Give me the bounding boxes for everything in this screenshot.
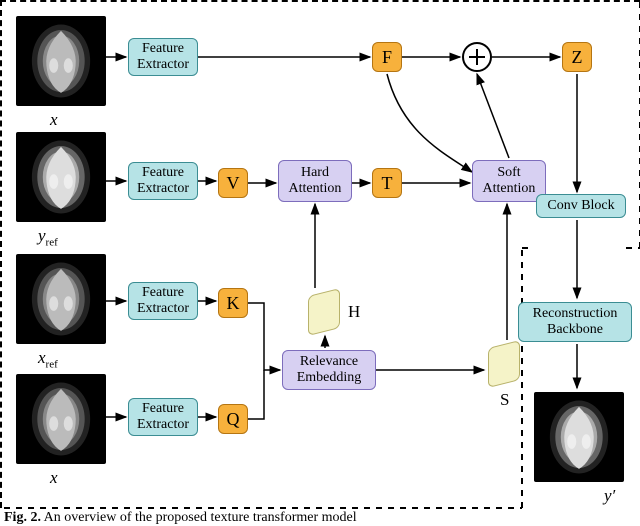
diagram-canvas: x yref xref x FeatureExtractor FeatureEx… [0, 0, 640, 508]
fe-label: FeatureExtractor [137, 165, 189, 197]
feature-extractor-3: FeatureExtractor [128, 398, 198, 436]
fe-label: FeatureExtractor [137, 41, 189, 73]
node-T: T [372, 168, 402, 198]
label-yref: yref [38, 226, 58, 248]
label-x-top: x [50, 110, 58, 130]
feature-extractor-0: FeatureExtractor [128, 38, 198, 76]
output-yprime [534, 392, 624, 482]
feature-extractor-1: FeatureExtractor [128, 162, 198, 200]
conv-block: Conv Block [536, 194, 626, 218]
relevance-embedding: RelevanceEmbedding [282, 350, 376, 390]
label-xref: xref [38, 348, 58, 370]
caption-text: An overview of the proposed texture tran… [41, 510, 357, 525]
node-K: K [218, 288, 248, 318]
soft-attention: SoftAttention [472, 160, 546, 202]
hard-attention: HardAttention [278, 160, 352, 202]
caption-prefix: Fig. 2. [4, 510, 41, 525]
input-x-bot [16, 374, 106, 464]
reconstruction-backbone: ReconstructionBackbone [518, 302, 632, 342]
relevance-label: RelevanceEmbedding [297, 354, 362, 386]
node-Z: Z [562, 42, 592, 72]
node-V: V [218, 168, 248, 198]
node-S [488, 340, 520, 388]
fe-label: FeatureExtractor [137, 285, 189, 317]
fe-label: FeatureExtractor [137, 401, 189, 433]
input-x-top [16, 16, 106, 106]
hard-attention-label: HardAttention [289, 165, 342, 197]
input-xref [16, 254, 106, 344]
elementwise-sum [462, 42, 492, 72]
backbone-label: ReconstructionBackbone [533, 306, 618, 338]
soft-attention-label: SoftAttention [483, 165, 536, 197]
label-yprime: y′ [604, 486, 615, 506]
label-H: H [348, 302, 360, 322]
label-S: S [500, 390, 509, 410]
node-F: F [372, 42, 402, 72]
label-x-bot: x [50, 468, 58, 488]
figure-caption: Fig. 2. An overview of the proposed text… [4, 510, 357, 526]
node-H [308, 288, 340, 336]
input-yref [16, 132, 106, 222]
node-Q: Q [218, 404, 248, 434]
feature-extractor-2: FeatureExtractor [128, 282, 198, 320]
